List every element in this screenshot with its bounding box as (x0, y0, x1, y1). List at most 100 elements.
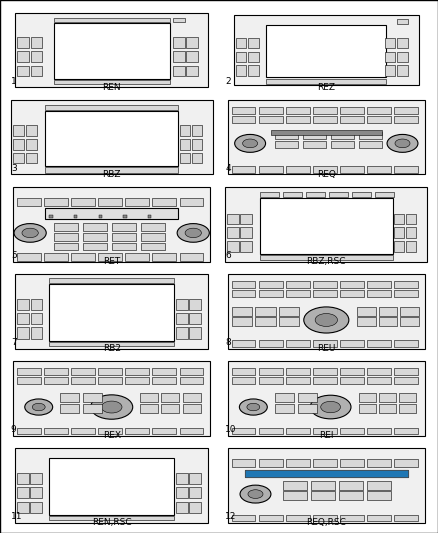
Bar (15, 274, 208, 349)
Bar (394, 459, 418, 467)
Bar (112, 223, 136, 231)
Bar (125, 368, 149, 375)
Bar (394, 377, 418, 384)
Bar (259, 166, 283, 173)
Bar (232, 317, 252, 326)
Bar (99, 198, 122, 206)
Bar (17, 66, 29, 76)
Bar (31, 66, 42, 76)
Bar (275, 132, 298, 139)
Bar (183, 403, 201, 413)
Bar (140, 393, 158, 402)
Bar (180, 377, 203, 384)
Bar (255, 317, 276, 326)
Circle shape (321, 401, 340, 413)
Bar (367, 515, 391, 521)
Bar (313, 166, 337, 173)
Bar (367, 107, 391, 114)
Circle shape (177, 224, 209, 242)
Bar (286, 290, 310, 297)
Bar (125, 377, 149, 384)
Bar (394, 227, 404, 238)
Bar (71, 427, 95, 434)
Bar (44, 427, 68, 434)
Bar (367, 427, 391, 434)
Bar (298, 403, 317, 413)
Bar (259, 427, 283, 434)
Bar (45, 105, 178, 110)
Bar (26, 125, 37, 136)
Bar (112, 233, 136, 241)
Bar (180, 368, 203, 375)
Bar (328, 192, 348, 197)
Bar (406, 241, 416, 252)
Bar (367, 368, 391, 375)
Bar (31, 51, 42, 62)
Bar (176, 473, 188, 484)
Bar (259, 368, 283, 375)
Bar (367, 116, 391, 123)
Bar (189, 487, 201, 498)
Bar (286, 377, 310, 384)
Bar (161, 403, 179, 413)
Bar (17, 313, 29, 324)
Bar (31, 37, 42, 47)
Bar (232, 515, 255, 521)
Bar (283, 192, 302, 197)
Bar (228, 361, 425, 435)
Bar (379, 403, 396, 413)
Circle shape (25, 399, 53, 415)
Bar (176, 327, 188, 338)
Bar (286, 341, 310, 348)
Bar (152, 427, 176, 434)
Bar (31, 299, 42, 310)
Bar (232, 368, 255, 375)
Bar (54, 18, 170, 22)
Bar (313, 459, 337, 467)
Bar (176, 487, 188, 498)
Bar (358, 393, 376, 402)
Circle shape (240, 485, 271, 503)
Bar (275, 393, 294, 402)
Bar (259, 459, 283, 467)
Bar (397, 52, 408, 62)
Bar (180, 139, 190, 150)
Bar (379, 306, 397, 316)
Bar (54, 223, 78, 231)
Bar (394, 214, 404, 224)
Bar (180, 198, 203, 206)
Bar (152, 198, 176, 206)
Bar (71, 368, 95, 375)
Bar (232, 166, 255, 173)
Bar (227, 227, 239, 238)
Bar (71, 253, 95, 261)
Bar (394, 341, 418, 348)
Bar (339, 481, 363, 490)
Bar (17, 327, 29, 338)
Bar (71, 198, 95, 206)
Bar (286, 281, 310, 288)
Text: RBZ: RBZ (102, 170, 121, 179)
Bar (17, 299, 29, 310)
Bar (83, 223, 107, 231)
Text: 10: 10 (226, 425, 237, 434)
Bar (13, 361, 210, 435)
Bar (232, 281, 255, 288)
Bar (394, 116, 418, 123)
Bar (31, 327, 42, 338)
Text: 9: 9 (11, 425, 17, 434)
Bar (331, 132, 354, 139)
Bar (176, 502, 188, 513)
Bar (180, 152, 190, 163)
Bar (275, 141, 298, 148)
Bar (313, 281, 337, 288)
Bar (15, 448, 208, 523)
Bar (173, 51, 185, 62)
Bar (99, 377, 122, 384)
Bar (313, 427, 337, 434)
Bar (313, 116, 337, 123)
Bar (283, 491, 307, 500)
Text: 7: 7 (11, 338, 17, 348)
Bar (232, 427, 255, 434)
Bar (99, 427, 122, 434)
